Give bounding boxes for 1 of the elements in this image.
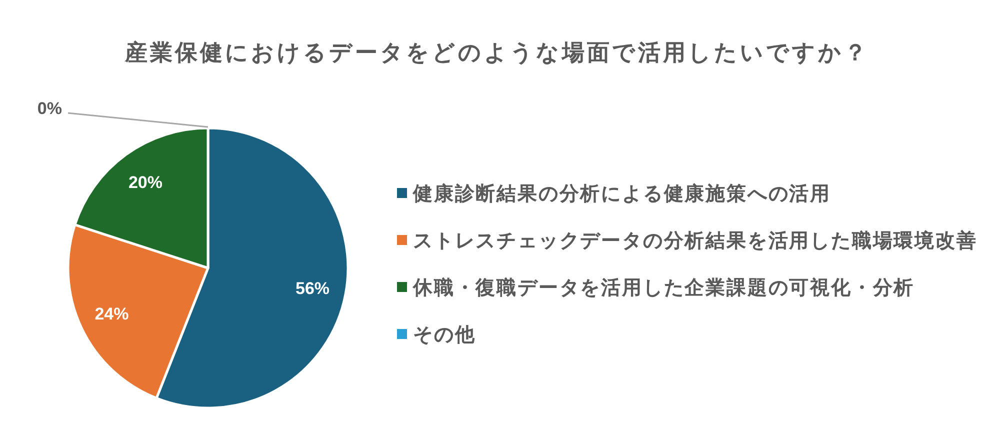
title: 産業保健におけるデータをどのような場面で活用したいですか？: [125, 40, 869, 65]
